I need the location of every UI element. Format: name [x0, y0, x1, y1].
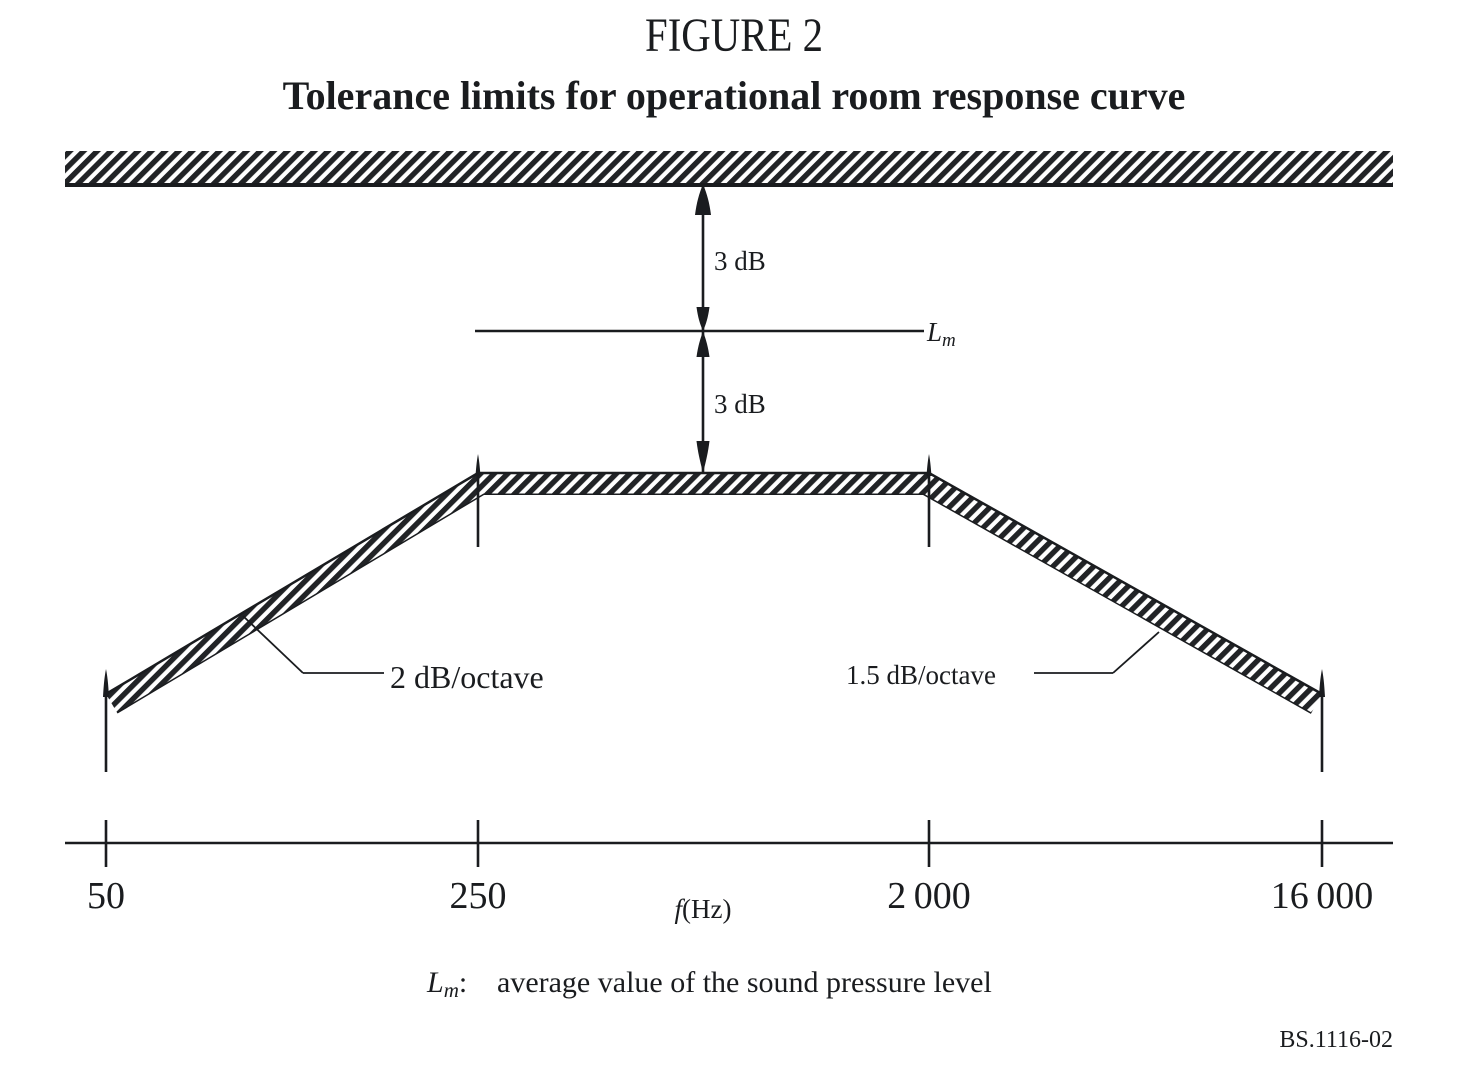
svg-text:3 dB: 3 dB: [714, 389, 766, 419]
svg-text:BS.1116-02: BS.1116-02: [1279, 1027, 1393, 1053]
svg-text:50: 50: [87, 875, 125, 917]
svg-text:Lm:: Lm:: [426, 966, 467, 1002]
svg-text:250: 250: [450, 875, 507, 917]
svg-text:1.5 dB/octave: 1.5 dB/octave: [846, 660, 996, 690]
svg-text:f(Hz): f(Hz): [675, 894, 732, 924]
svg-text:2 000: 2 000: [887, 875, 971, 917]
svg-text:average value of the sound pre: average value of the sound pressure leve…: [497, 966, 992, 999]
svg-text:2 dB/octave: 2 dB/octave: [390, 659, 544, 695]
svg-text:Lm: Lm: [926, 317, 956, 351]
svg-text:16 000: 16 000: [1271, 875, 1374, 917]
svg-text:3 dB: 3 dB: [714, 246, 766, 276]
